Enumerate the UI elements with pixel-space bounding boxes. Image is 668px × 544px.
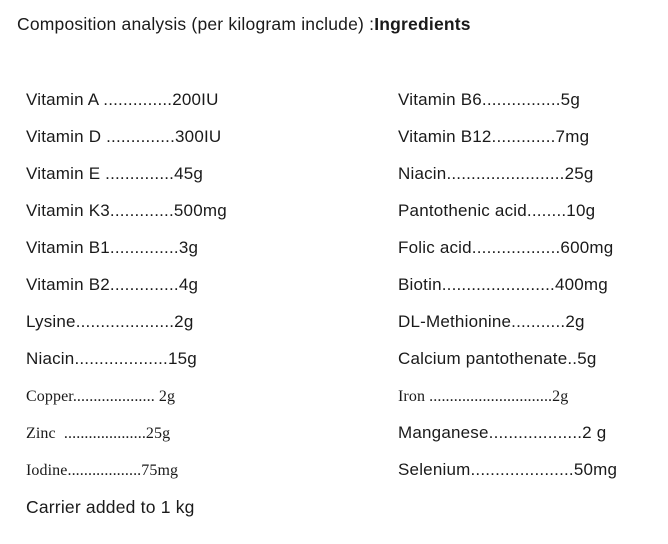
ingredient-row-niacin-right: Niacin........................25g — [398, 164, 594, 183]
ingredient-row-vitamin-k3: Vitamin K3.............500mg — [26, 201, 227, 220]
page-title: Composition analysis (per kilogram inclu… — [17, 14, 471, 35]
ingredients-table: Vitamin A ..............200IU Vitamin D … — [26, 90, 662, 497]
ingredient-row-folic-acid: Folic acid..................600mg — [398, 238, 614, 257]
ingredient-row-vitamin-a: Vitamin A ..............200IU — [26, 90, 219, 109]
ingredient-row-selenium: Selenium.....................50mg — [398, 460, 618, 479]
ingredient-row-copper: Copper.................... 2g — [26, 388, 176, 405]
carrier-note: Carrier added to 1 kg — [26, 497, 195, 517]
ingredient-row-manganese: Manganese...................2 g — [398, 423, 607, 442]
ingredient-row-lysine: Lysine....................2g — [26, 312, 194, 331]
ingredients-right-column: Vitamin B6................5g Vitamin B12… — [398, 90, 662, 497]
ingredients-left-column: Vitamin A ..............200IU Vitamin D … — [26, 90, 398, 497]
title-text: Composition analysis (per kilogram inclu… — [17, 14, 375, 34]
ingredient-row-vitamin-b1: Vitamin B1..............3g — [26, 238, 199, 257]
ingredient-row-vitamin-d: Vitamin D ..............300IU — [26, 127, 222, 146]
title-ingredients-label: Ingredients — [374, 14, 471, 34]
ingredient-row-niacin-left: Niacin...................15g — [26, 349, 197, 368]
ingredient-row-pantothenic-acid: Pantothenic acid........10g — [398, 201, 596, 220]
ingredient-row-iron: Iron ..............................2g — [398, 388, 569, 405]
ingredient-row-vitamin-b6: Vitamin B6................5g — [398, 90, 580, 109]
ingredient-row-dl-methionine: DL-Methionine...........2g — [398, 312, 585, 331]
ingredient-row-calcium-pantothenate: Calcium pantothenate..5g — [398, 349, 597, 368]
ingredient-row-vitamin-b2: Vitamin B2..............4g — [26, 275, 199, 294]
ingredient-row-zinc: Zinc ....................25g — [26, 425, 171, 442]
ingredient-row-biotin: Biotin.......................400mg — [398, 275, 608, 294]
ingredient-row-vitamin-b12: Vitamin B12.............7mg — [398, 127, 590, 146]
ingredient-row-iodine: Iodine..................75mg — [26, 462, 179, 479]
ingredient-row-vitamin-e: Vitamin E ..............45g — [26, 164, 204, 183]
